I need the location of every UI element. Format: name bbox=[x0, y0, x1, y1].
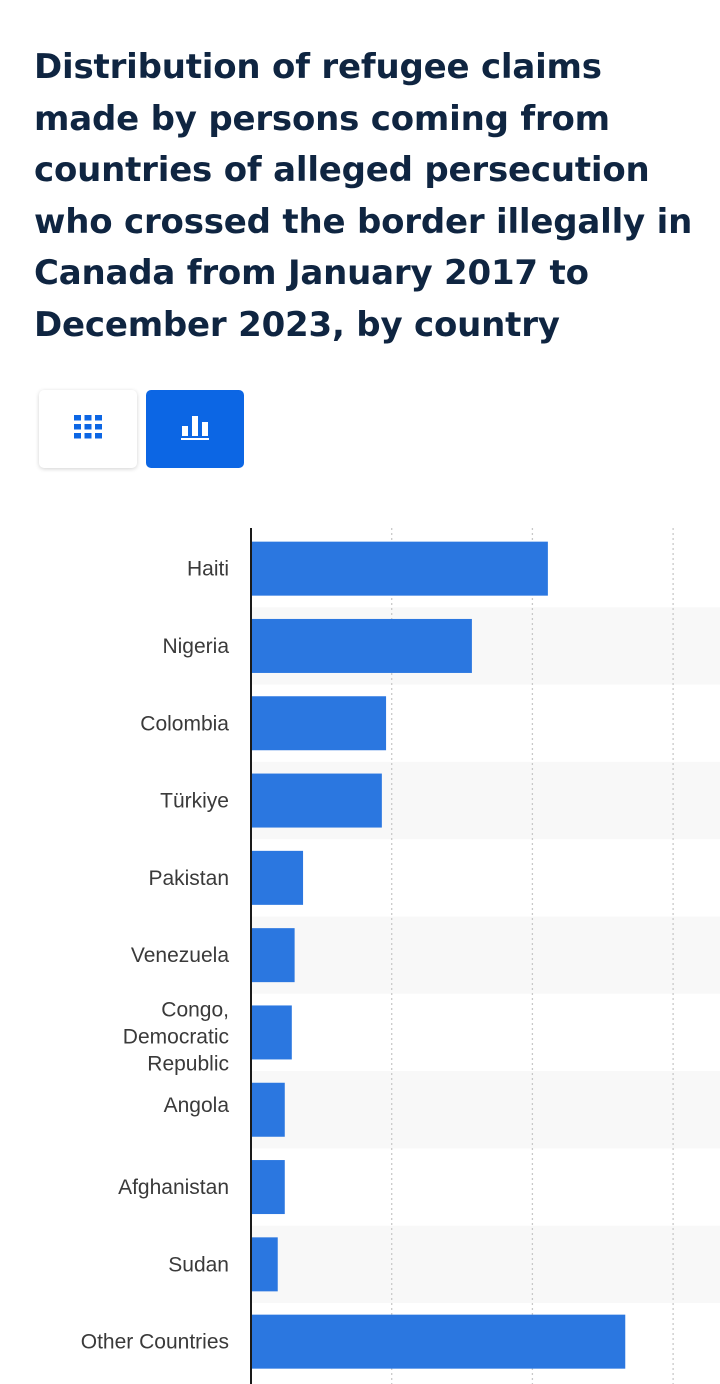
bar-chart: Haiti Nigeria Colombia Türkiye Pakistan Venez… bbox=[0, 528, 720, 1384]
bar[interactable] bbox=[251, 773, 382, 828]
row-band bbox=[251, 916, 720, 994]
category-label: Angola bbox=[164, 1094, 230, 1117]
category-label: Afghanistan bbox=[118, 1176, 229, 1199]
bar[interactable] bbox=[251, 1082, 285, 1137]
row-band bbox=[251, 1225, 720, 1303]
row-band bbox=[251, 1071, 720, 1149]
category-label: Nigeria bbox=[162, 635, 229, 658]
bar[interactable] bbox=[251, 928, 295, 983]
bar[interactable] bbox=[251, 1160, 285, 1215]
bar[interactable] bbox=[251, 1237, 278, 1292]
category-label: Colombia bbox=[140, 712, 229, 735]
chart-title: Distribution of refugee claims made by p… bbox=[34, 47, 693, 345]
category-label: Pakistan bbox=[148, 867, 229, 890]
bar[interactable] bbox=[251, 618, 472, 673]
chart-plot: Haiti Nigeria Colombia Türkiye Pakistan Venez… bbox=[81, 528, 720, 1384]
category-label: Venezuela bbox=[131, 944, 229, 967]
bar[interactable] bbox=[251, 1005, 292, 1060]
bar[interactable] bbox=[251, 541, 548, 596]
bar[interactable] bbox=[251, 1314, 626, 1369]
table-view-button[interactable] bbox=[39, 390, 137, 468]
bar-chart-icon bbox=[181, 414, 209, 445]
category-label: Other Countries bbox=[81, 1331, 229, 1354]
grid-icon bbox=[74, 414, 102, 444]
bar[interactable] bbox=[251, 696, 387, 751]
category-label: Haiti bbox=[187, 558, 229, 581]
category-label: Congo, Democratic Republic bbox=[123, 998, 229, 1075]
category-label: Türkiye bbox=[160, 790, 229, 813]
chart-view-button[interactable] bbox=[146, 390, 244, 468]
category-label: Sudan bbox=[168, 1253, 229, 1276]
bar[interactable] bbox=[251, 850, 304, 905]
